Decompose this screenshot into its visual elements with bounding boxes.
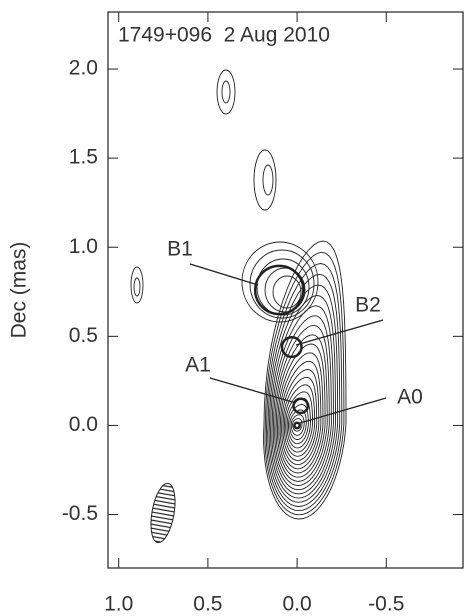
component-label: A1 (185, 354, 211, 377)
component (292, 397, 310, 415)
y-tick-label: 0.0 (69, 413, 98, 436)
contour (288, 404, 309, 445)
contour-map (130, 69, 347, 520)
contour (285, 391, 313, 453)
contour (281, 369, 320, 466)
contour (283, 384, 316, 457)
contour (275, 334, 328, 482)
contour (272, 275, 302, 309)
contour (278, 352, 324, 474)
y-tick-label: 1.5 (69, 146, 98, 169)
chart-title: 1749+096 2 Aug 2010 (118, 24, 330, 47)
contour (264, 251, 345, 516)
beam (150, 482, 176, 544)
y-axis-label: Dec (mas) (8, 242, 31, 339)
x-tick-label: -0.5 (368, 593, 404, 616)
component (293, 421, 302, 430)
component-label: B2 (355, 294, 381, 317)
component-label: A0 (397, 386, 423, 409)
component (280, 335, 303, 359)
contour (265, 263, 343, 512)
contour (272, 315, 332, 491)
contour (264, 267, 306, 313)
contour (130, 266, 144, 304)
x-tick-label: 0.0 (282, 593, 311, 616)
contour (221, 80, 231, 104)
contour (274, 324, 330, 486)
contour (267, 273, 341, 507)
x-tick-label: 0.5 (193, 593, 222, 616)
y-tick-label: -0.5 (62, 502, 98, 525)
component-label: B1 (167, 238, 193, 261)
contour (216, 69, 236, 115)
component (253, 264, 305, 316)
contour (268, 284, 339, 503)
contour (262, 164, 274, 196)
contour (290, 414, 305, 436)
contour (270, 295, 336, 499)
leader-line (189, 263, 259, 286)
plot-frame (107, 11, 464, 569)
contour (292, 418, 303, 432)
contour (271, 305, 334, 495)
leader-line (295, 319, 384, 346)
contour (263, 240, 347, 520)
contour (279, 360, 322, 470)
leader-line (209, 377, 297, 404)
contour (282, 376, 318, 461)
x-tick-label: 1.0 (104, 593, 133, 616)
contour (276, 343, 326, 478)
leader-line (299, 397, 387, 424)
y-tick-label: 2.0 (69, 57, 98, 80)
contour (249, 249, 315, 319)
contour (241, 241, 319, 323)
contour (253, 149, 277, 211)
contour (133, 277, 141, 297)
y-tick-label: 0.5 (69, 324, 98, 347)
y-tick-label: 1.0 (69, 235, 98, 258)
